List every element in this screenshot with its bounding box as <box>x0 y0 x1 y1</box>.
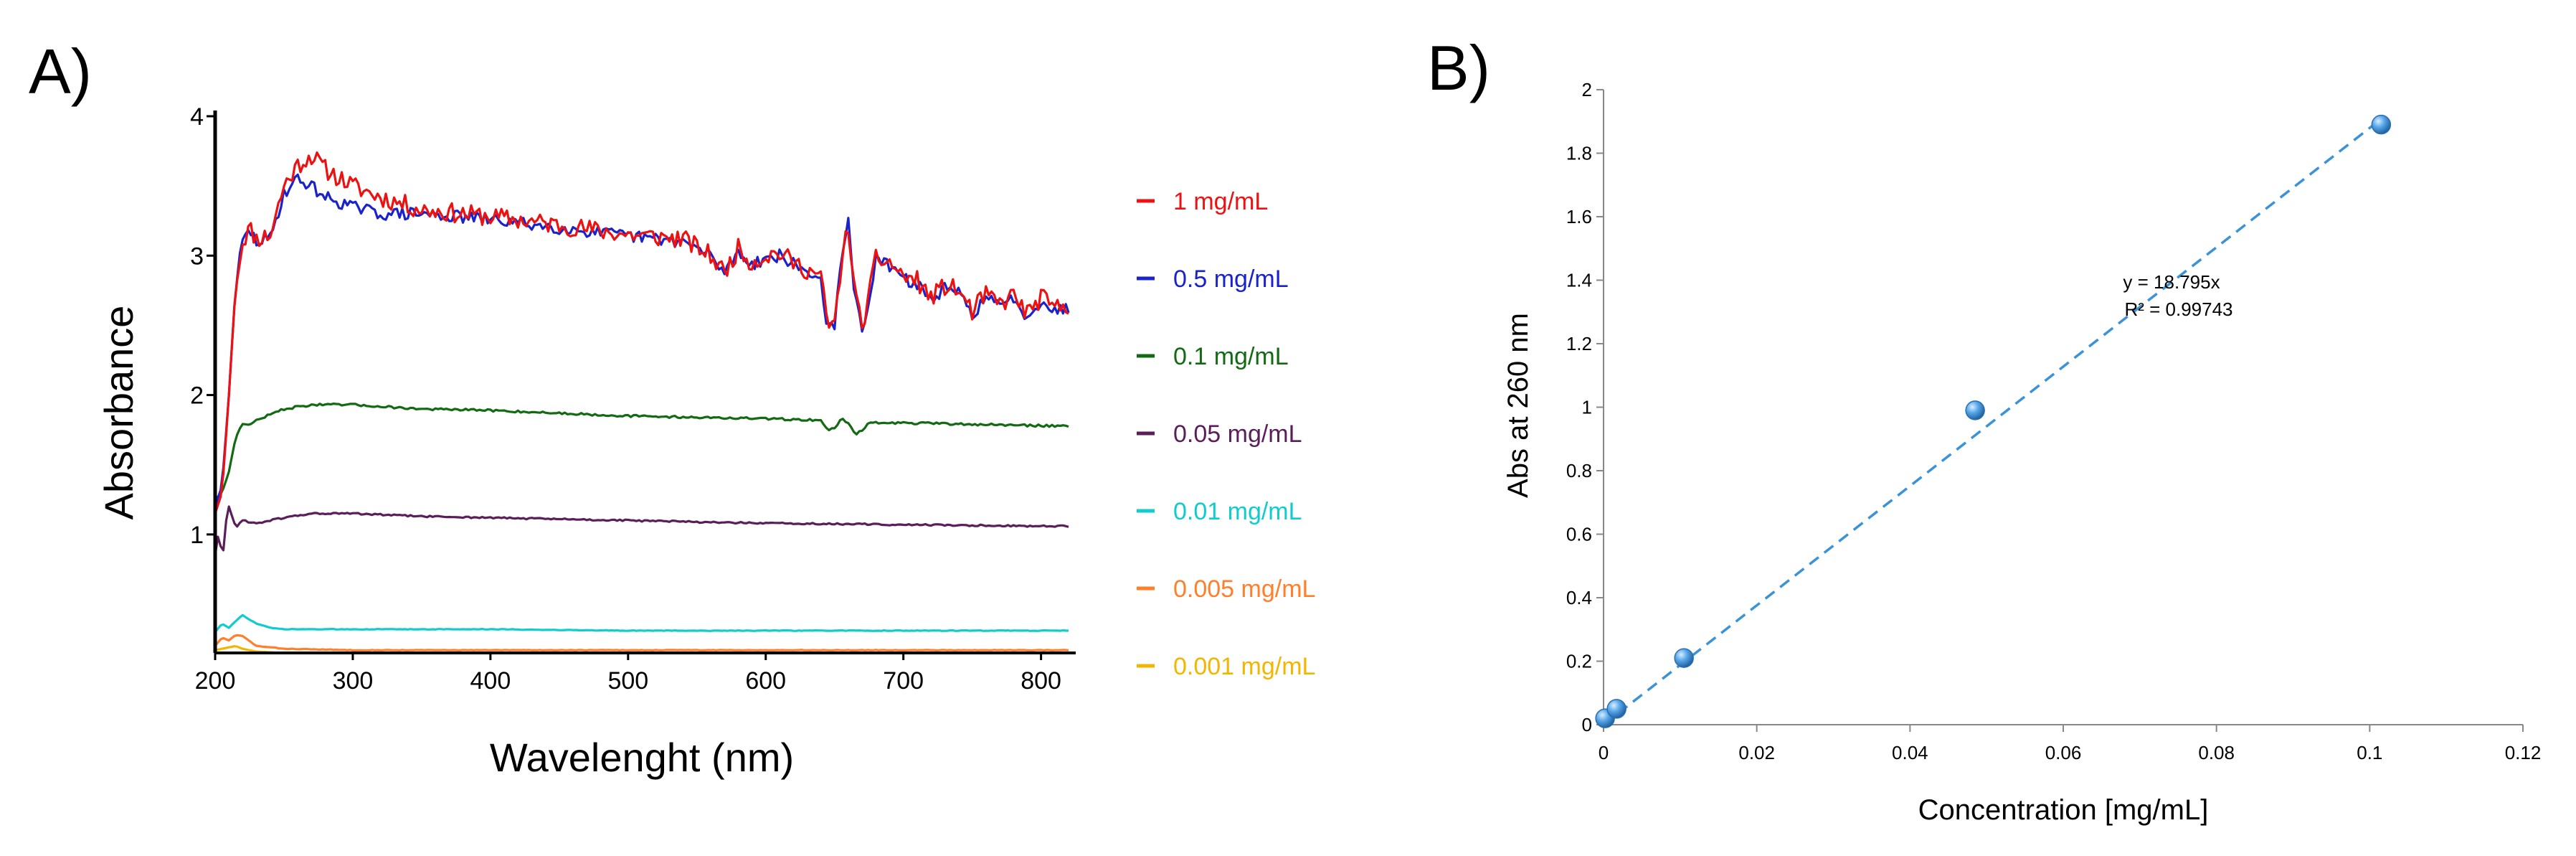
legend-label: 0.005 mg/mL <box>1173 575 1315 603</box>
x-tick-label-1: 300 <box>333 667 374 695</box>
b-y-tick-label-8: 1.6 <box>1566 206 1592 227</box>
x-tick-label-6: 800 <box>1021 667 1061 695</box>
legend-label: 0.001 mg/mL <box>1173 653 1315 680</box>
b-y-tick-label-3: 0.6 <box>1566 524 1592 545</box>
legend-entry-0: 1 mg/mL <box>1137 188 1268 215</box>
b-x-tick-label-5: 0.1 <box>2357 742 2382 763</box>
trendline <box>1602 118 2382 726</box>
b-x-tick-label-1: 0.02 <box>1738 742 1775 763</box>
y-tick-label-1: 2 <box>190 382 204 410</box>
b-y-tick-label-6: 1.2 <box>1566 333 1592 354</box>
b-x-tick-label-6: 0.12 <box>2505 742 2542 763</box>
b-y-tick-label-7: 1.4 <box>1566 270 1592 291</box>
b-x-tick-label-2: 0.04 <box>1892 742 1928 763</box>
b-y-tick-label-4: 0.8 <box>1566 460 1592 481</box>
panel-b: B) 00.20.40.60.811.21.41.61.820 0.02 0.04 0… <box>1427 32 2541 826</box>
b-x-tick-label-3: 0.06 <box>2045 742 2082 763</box>
panel-a-plot-area <box>214 151 1070 654</box>
panel-a: A) 1 2 3 4 200 300 400 500 600 700 800 Wavelenght … <box>29 36 1315 780</box>
b-y-tick-label-5: 1 <box>1582 397 1592 418</box>
panel-b-x-axis-title: Concentration [mg/mL] <box>1918 794 2209 826</box>
series-line-4 <box>214 613 1069 633</box>
legend-entry-4: 0.01 mg/mL <box>1137 498 1302 525</box>
legend-label: 0.5 mg/mL <box>1173 265 1289 293</box>
legend-label: 0.01 mg/mL <box>1173 498 1302 525</box>
x-tick-label-0: 200 <box>195 667 236 695</box>
x-tick-label-3: 500 <box>607 667 648 695</box>
y-tick-label-3: 4 <box>190 103 204 131</box>
b-y-tick-label-10: 2 <box>1582 79 1592 100</box>
b-y-tick-label-9: 1.8 <box>1566 143 1592 164</box>
b-y-tick-label-2: 0.4 <box>1566 587 1592 608</box>
panel-b-label: B) <box>1427 32 1490 103</box>
x-tick-label-5: 700 <box>883 667 924 695</box>
legend-label: 0.1 mg/mL <box>1173 343 1289 370</box>
legend-label: 0.05 mg/mL <box>1173 420 1302 448</box>
b-y-tick-label-0: 0 <box>1582 714 1592 735</box>
legend-entry-2: 0.1 mg/mL <box>1137 343 1289 370</box>
panel-a-y-axis-title: Absorbance <box>96 306 141 520</box>
x-tick-label-4: 600 <box>745 667 786 695</box>
panel-b-plot-area: 0 0.2 0.4 0.6 0.8 1 1.2 1.4 1.6 1.8 2 0 0.02 0.04 0.06… <box>1566 79 2541 763</box>
x-tick-label-2: 400 <box>470 667 511 695</box>
series-line-3 <box>214 505 1069 556</box>
legend-entry-6: 0.001 mg/mL <box>1137 653 1315 680</box>
b-x-tick-label-0: 0 <box>1599 742 1609 763</box>
trendline-equation: y = 18.795x <box>2123 271 2220 293</box>
panel-a-label: A) <box>29 36 92 107</box>
y-tick-label-0: 1 <box>190 522 204 549</box>
series-line-2 <box>214 403 1069 501</box>
legend-entry-5: 0.005 mg/mL <box>1137 575 1315 603</box>
data-point-1 <box>1606 699 1626 719</box>
data-point-2 <box>1674 648 1694 668</box>
panel-a-axes: 1 2 3 4 200 300 400 500 600 700 800 <box>190 103 1076 695</box>
data-point-3 <box>1965 400 1985 420</box>
panel-a-legend: 1 mg/mL 0.5 mg/mL 0.1 mg/mL 0.05 mg/mL 0.01 … <box>1137 188 1315 680</box>
trendline-r-squared: R² = 0.99743 <box>2124 298 2232 320</box>
legend-entry-3: 0.05 mg/mL <box>1137 420 1302 448</box>
panel-a-x-axis-title: Wavelenght (nm) <box>490 735 794 780</box>
series-line-1 <box>214 173 1070 507</box>
panel-b-y-axis-title: Abs at 260 nm <box>1502 313 1534 498</box>
y-tick-label-2: 3 <box>190 243 204 270</box>
b-y-tick-label-1: 0.2 <box>1566 651 1592 672</box>
series-line-0 <box>214 151 1069 514</box>
b-x-tick-label-4: 0.08 <box>2198 742 2235 763</box>
data-point-4 <box>2371 114 2392 135</box>
legend-entry-1: 0.5 mg/mL <box>1137 265 1289 293</box>
legend-label: 1 mg/mL <box>1173 188 1268 215</box>
series-line-5 <box>214 634 1069 652</box>
